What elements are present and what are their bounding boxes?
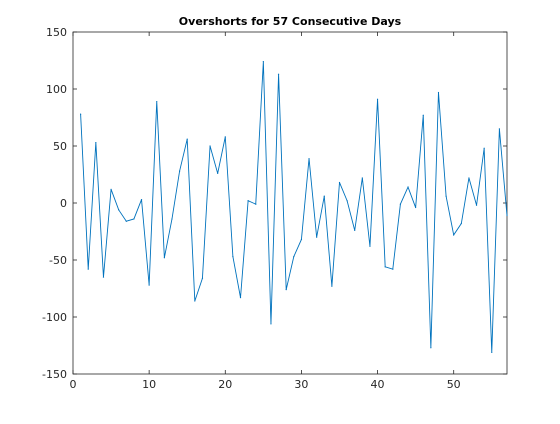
data-point [247, 200, 249, 202]
data-point [369, 245, 371, 247]
data-point [498, 128, 500, 130]
data-point [194, 300, 196, 302]
data-point [468, 177, 470, 179]
data-point [354, 229, 356, 231]
data-point [475, 204, 478, 206]
data-point [255, 203, 257, 205]
data-point [376, 98, 379, 100]
data-point [392, 268, 394, 270]
data-point [323, 195, 325, 197]
data-point [133, 218, 135, 220]
data-point [483, 147, 485, 149]
data-point [186, 138, 188, 140]
data-point [125, 220, 127, 222]
y-tick-label: 150 [46, 26, 67, 39]
data-point [140, 198, 143, 201]
data-point [331, 285, 333, 287]
axes: 0 10 20 30 40 50 -150 -100 -50 0 50 100 150 [42, 26, 508, 391]
data-point [338, 181, 341, 184]
data-point [148, 284, 150, 286]
data-point [270, 323, 272, 325]
data-point [262, 61, 264, 63]
data-point [415, 206, 417, 209]
data-point [232, 255, 234, 258]
data-point [209, 145, 211, 147]
data-point [217, 172, 219, 174]
data-point [316, 236, 318, 238]
data-point [407, 186, 409, 188]
data-point [102, 276, 105, 278]
chart-title: Overshorts for 57 Consecutive Days [179, 15, 402, 28]
data-point [506, 214, 508, 217]
y-tick-label: 100 [46, 83, 67, 96]
data-point [277, 73, 280, 75]
x-tick-label: 20 [218, 378, 232, 391]
data-point [361, 177, 363, 179]
data-point [491, 351, 493, 353]
data-point [445, 195, 447, 197]
data-point [179, 170, 181, 172]
data-point [453, 234, 455, 236]
plot-area-box [72, 31, 508, 375]
data-point [399, 203, 401, 205]
y-tick-label: -50 [49, 254, 67, 267]
series-layer [80, 61, 508, 353]
y-tick-label: -150 [42, 368, 67, 381]
data-point [300, 238, 303, 241]
data-point [460, 222, 462, 225]
data-point [95, 141, 97, 144]
x-tick-label: 30 [294, 378, 308, 391]
y-tick-label: 0 [60, 197, 67, 210]
data-point [224, 136, 226, 138]
data-point [422, 114, 424, 116]
data-point [118, 209, 120, 211]
data-point [163, 257, 165, 259]
x-tick-label: 10 [142, 378, 156, 391]
data-point [384, 266, 386, 268]
data-point [201, 277, 204, 279]
data-point [285, 289, 287, 291]
data-point [87, 268, 89, 270]
data-point [80, 113, 82, 115]
data-point [437, 91, 440, 94]
data-point [430, 347, 432, 349]
data-point [110, 188, 112, 190]
data-point [293, 255, 295, 258]
y-tick-label: 50 [53, 140, 67, 153]
data-point [156, 100, 158, 103]
x-tick-label: 50 [447, 378, 461, 391]
data-point [346, 200, 348, 202]
data-point [239, 297, 242, 299]
data-point [171, 218, 173, 220]
x-tick-label: 0 [70, 378, 77, 391]
x-tick-label: 40 [371, 378, 385, 391]
data-point [308, 157, 310, 160]
y-tick-label: -100 [42, 311, 67, 324]
